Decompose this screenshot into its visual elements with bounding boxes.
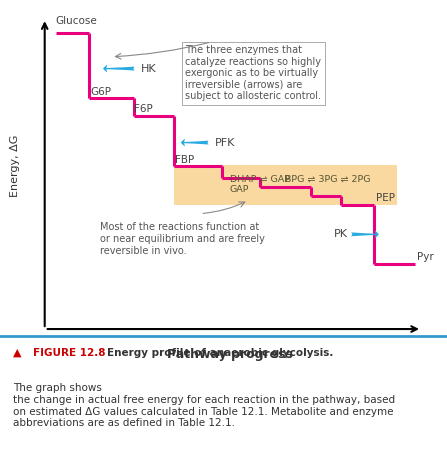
Text: The graph shows
the change in actual free energy for each reaction in the pathwa: The graph shows the change in actual fre… [13,383,396,428]
Text: PFK: PFK [215,138,236,148]
Text: Energy profile of anaerobic glycolysis.: Energy profile of anaerobic glycolysis. [107,348,333,358]
Text: HK: HK [141,64,156,74]
Text: ▲: ▲ [13,348,22,358]
Text: DHAP ⇌ GAP: DHAP ⇌ GAP [230,175,290,184]
Text: Most of the reactions function at
or near equilibrium and are freely
reversible : Most of the reactions function at or nea… [100,223,265,256]
Text: Glucose: Glucose [56,16,97,26]
Bar [174,165,396,205]
Text: Energy, ΔG: Energy, ΔG [10,135,20,197]
Text: GAP: GAP [230,186,249,195]
Text: BPG ⇌ 3PG ⇌ 2PG: BPG ⇌ 3PG ⇌ 2PG [286,175,371,184]
Text: The three enzymes that
catalyze reactions so highly
exergonic as to be virtually: The three enzymes that catalyze reaction… [186,45,321,101]
Text: FIGURE 12.8: FIGURE 12.8 [33,348,105,358]
Text: Pyr: Pyr [417,252,434,262]
Text: F6P: F6P [135,105,153,114]
Text: Pathway progress: Pathway progress [167,348,293,361]
Text: PEP: PEP [376,193,395,203]
Text: G6P: G6P [90,87,111,97]
Text: FBP: FBP [175,155,194,165]
Text: PK: PK [333,229,348,239]
